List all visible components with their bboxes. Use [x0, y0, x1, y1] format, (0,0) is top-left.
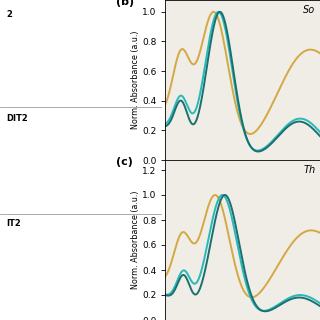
Text: IT2: IT2 — [6, 219, 21, 228]
Text: DIT2: DIT2 — [6, 114, 28, 123]
Text: (b): (b) — [116, 0, 134, 7]
Y-axis label: Norm. Absorbance (a.u.): Norm. Absorbance (a.u.) — [131, 31, 140, 129]
Text: 2: 2 — [6, 10, 12, 19]
Text: Th: Th — [303, 165, 316, 175]
Text: So: So — [303, 5, 316, 15]
Text: (c): (c) — [116, 157, 133, 167]
Y-axis label: Norm. Absorbance (a.u.): Norm. Absorbance (a.u.) — [131, 191, 140, 289]
